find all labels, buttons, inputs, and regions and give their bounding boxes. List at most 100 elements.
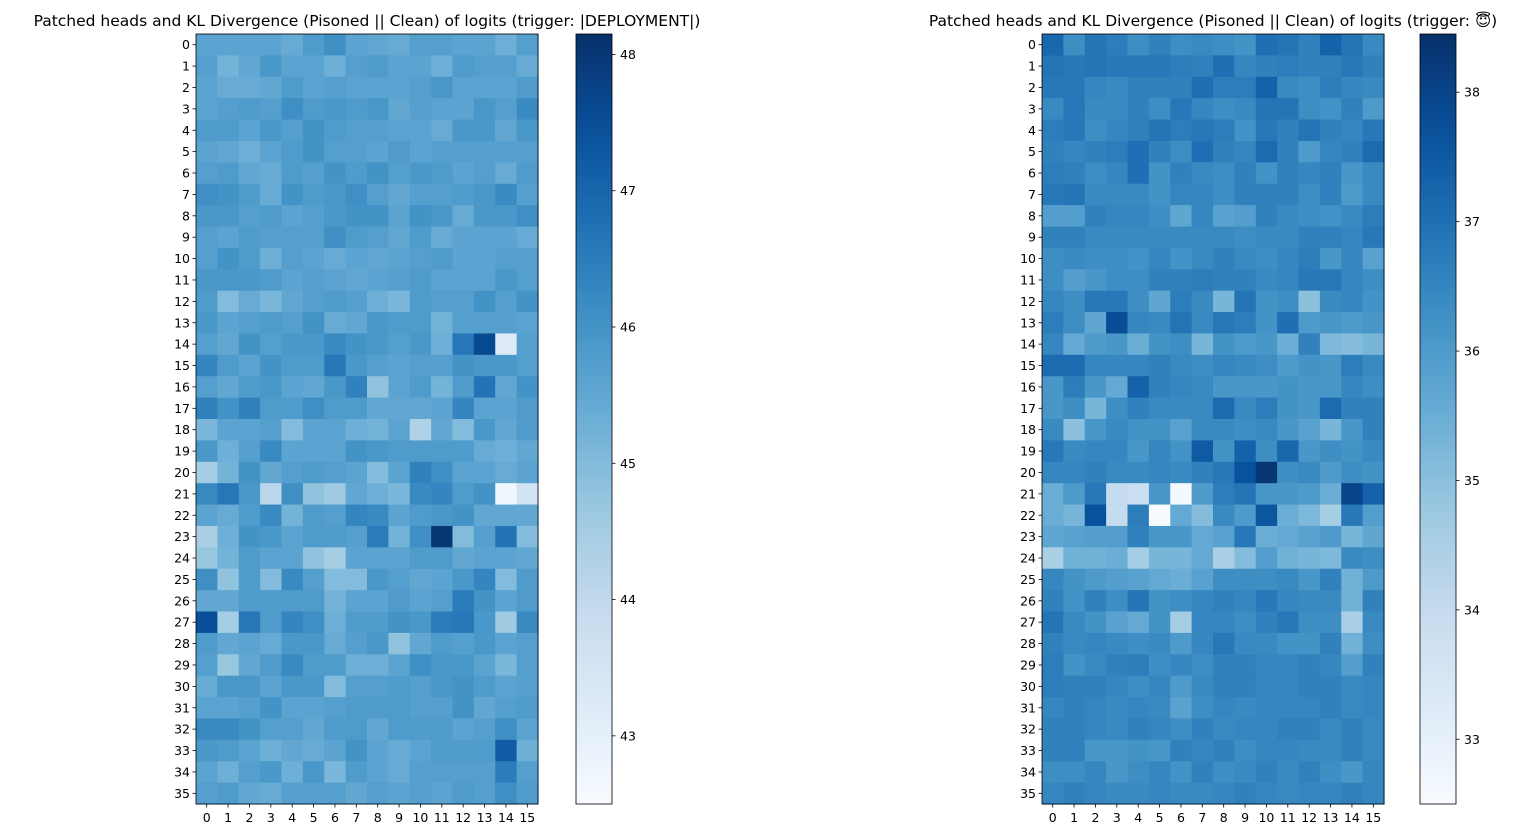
heatmap-cell <box>1084 140 1107 163</box>
heatmap-cell <box>1341 440 1364 463</box>
heatmap-cell <box>1234 205 1257 228</box>
heatmap-cell <box>495 119 518 142</box>
heatmap-cell <box>431 419 454 441</box>
heatmap-cell <box>1234 440 1257 463</box>
heatmap-cell <box>1319 590 1342 613</box>
heatmap-cell <box>516 547 539 570</box>
heatmap-cell <box>324 140 347 163</box>
heatmap-cell <box>495 34 518 56</box>
heatmap-cell <box>302 333 325 356</box>
heatmap-cell <box>1063 226 1086 249</box>
heatmap-cell <box>1191 525 1214 548</box>
heatmap-cell <box>302 397 325 420</box>
y-tick-label: 7 <box>182 187 190 202</box>
heatmap-cell <box>516 632 539 655</box>
heatmap-cell <box>1191 247 1214 270</box>
heatmap-cell <box>452 119 475 142</box>
heatmap-cell <box>388 34 411 56</box>
heatmap-cell <box>1106 782 1129 805</box>
heatmap-cell <box>473 611 496 634</box>
heatmap-cell <box>367 483 389 506</box>
heatmap-cell <box>1042 290 1064 313</box>
heatmap-cell <box>495 312 518 335</box>
heatmap-cell <box>452 504 475 527</box>
heatmap-cell <box>196 718 218 741</box>
heatmap-cell <box>473 205 496 228</box>
heatmap-cell <box>1277 34 1300 56</box>
heatmap-cell <box>1084 547 1107 570</box>
heatmap-cell <box>1298 590 1321 613</box>
heatmap-cell <box>495 76 518 99</box>
heatmap-cell <box>345 761 368 784</box>
heatmap-cell <box>1234 312 1257 335</box>
heatmap-cell <box>431 611 454 634</box>
heatmap-cell <box>473 782 496 805</box>
heatmap-cell <box>217 483 240 506</box>
heatmap-cell <box>1234 697 1257 720</box>
heatmap-cell <box>281 461 304 484</box>
heatmap-cell <box>217 205 240 228</box>
heatmap-cell <box>324 419 347 441</box>
heatmap-cell <box>1106 226 1129 249</box>
heatmap-cell <box>1084 697 1107 720</box>
heatmap-cell <box>1170 290 1193 313</box>
heatmap-cell <box>1127 376 1150 399</box>
heatmap-cell <box>345 718 368 741</box>
heatmap-cell <box>1319 119 1342 142</box>
heatmap-cell <box>1191 98 1214 121</box>
heatmap-cell <box>1213 654 1235 677</box>
heatmap-cell <box>1362 632 1385 655</box>
heatmap-cell <box>1084 354 1107 377</box>
heatmap-cell <box>260 525 283 548</box>
heatmap-cell <box>1106 397 1129 420</box>
heatmap-cell <box>196 440 218 463</box>
heatmap-cell <box>1148 611 1171 634</box>
heatmap-cell <box>345 269 368 292</box>
heatmap-cell <box>388 675 411 698</box>
heatmap-cell <box>1362 140 1385 163</box>
heatmap-cell <box>367 739 389 762</box>
heatmap-cell <box>217 247 240 270</box>
heatmap-cell <box>281 76 304 99</box>
x-tick-label: 12 <box>455 810 471 825</box>
heatmap-cell <box>367 333 389 356</box>
heatmap-cell <box>1341 98 1364 121</box>
heatmap-cell <box>217 782 240 805</box>
colorbar-tick-label: 34 <box>1464 602 1480 617</box>
heatmap-cell <box>281 98 304 121</box>
heatmap-cell <box>1234 55 1257 78</box>
heatmap-cell <box>516 440 539 463</box>
heatmap-cell <box>1084 119 1107 142</box>
heatmap-cell <box>1341 568 1364 591</box>
heatmap-cell <box>452 718 475 741</box>
heatmap-cell <box>260 419 283 441</box>
heatmap-cell <box>409 226 432 249</box>
heatmap-cell <box>196 98 218 121</box>
heatmap-cell <box>388 590 411 613</box>
heatmap-cell <box>281 483 304 506</box>
heatmap-cell <box>431 782 454 805</box>
heatmap-cell <box>345 205 368 228</box>
heatmap-cell <box>217 761 240 784</box>
heatmap-cell <box>1191 697 1214 720</box>
heatmap-cell <box>1084 461 1107 484</box>
heatmap-cell <box>260 162 283 185</box>
heatmap-cell <box>302 504 325 527</box>
heatmap-cell <box>473 333 496 356</box>
heatmap-cell <box>1127 290 1150 313</box>
heatmap-cell <box>473 504 496 527</box>
heatmap-cell <box>495 782 518 805</box>
heatmap-cell <box>1298 376 1321 399</box>
heatmap-cell <box>324 247 347 270</box>
heatmap-cell <box>345 376 368 399</box>
heatmap-cell <box>260 504 283 527</box>
heatmap-cell <box>324 525 347 548</box>
heatmap-cell <box>1362 333 1385 356</box>
heatmap-cell <box>1084 440 1107 463</box>
heatmap-cell <box>1319 718 1342 741</box>
heatmap-cell <box>1319 290 1342 313</box>
heatmap-cells <box>196 34 539 805</box>
heatmap-cell <box>238 140 261 163</box>
x-tick-label: 14 <box>1344 810 1360 825</box>
heatmap-cell <box>473 312 496 335</box>
